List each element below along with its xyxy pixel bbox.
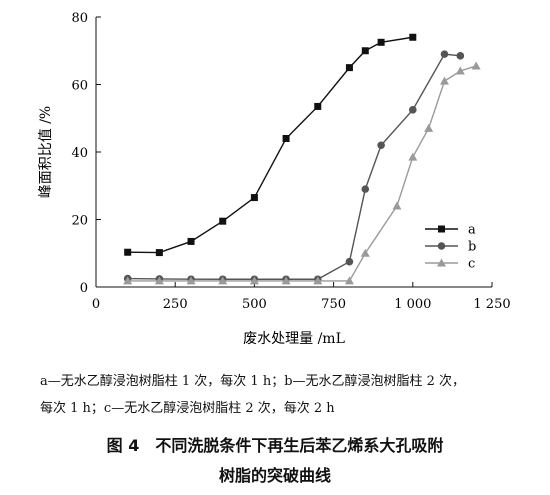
series-b-point <box>409 106 417 114</box>
y-tick-label: 60 <box>71 79 88 94</box>
series-a <box>124 33 417 257</box>
series-a-point <box>377 38 385 46</box>
series-a-point <box>282 135 290 142</box>
series-c-point <box>360 248 370 257</box>
legend-item-c: c <box>425 257 475 272</box>
series-c-point <box>455 66 465 75</box>
series-a-point <box>314 102 322 110</box>
legend-marker <box>437 258 446 267</box>
figure-caption-line-1: 图 4 不同洗脱条件下再生后苯乙烯系大孔吸附 <box>106 436 444 455</box>
series-c-point <box>186 276 196 285</box>
x-axis-label: 废水处理量 /mL <box>243 331 345 347</box>
x-tick-label: 750 <box>321 297 346 312</box>
series-b-point <box>361 185 370 193</box>
series-b-point <box>440 50 449 58</box>
series-a-point <box>155 249 163 257</box>
series-a-point <box>345 64 353 72</box>
series-c-point <box>344 276 354 285</box>
series-a-line <box>127 36 413 254</box>
figure-caption-line-2: 树脂的突破曲线 <box>218 466 331 485</box>
series-b-point <box>345 257 354 266</box>
x-tick-label: 1 000 <box>394 297 431 312</box>
series-c-point <box>281 276 291 285</box>
y-tick-label: 40 <box>71 146 88 161</box>
y-tick-label: 80 <box>71 11 88 26</box>
legend-marker <box>438 225 445 233</box>
legend-item-a: a <box>425 223 476 238</box>
series-a-point <box>219 217 227 225</box>
series-c-point <box>249 276 259 285</box>
legend-note-line-1: a—无水乙醇浸泡树脂柱 1 次，每次 1 h；b—无水乙醇浸泡树脂柱 2 次， <box>40 374 466 389</box>
series-b-point <box>456 52 465 60</box>
series-c-point <box>218 276 228 285</box>
series-c-point <box>313 276 323 285</box>
x-tick-label: 250 <box>163 297 188 312</box>
series-c-point <box>154 276 164 285</box>
series-c <box>123 61 481 285</box>
series-b <box>123 50 465 284</box>
series-b-point <box>377 141 385 150</box>
series-a-point <box>124 248 132 256</box>
series-a-point <box>361 47 369 55</box>
x-tick-label: 1 250 <box>473 297 510 312</box>
series-c-point <box>408 152 418 161</box>
y-tick-label: 20 <box>71 214 88 229</box>
series-c-point <box>471 61 481 70</box>
legend-note-line-2: 每次 1 h；c—无水乙醇浸泡树脂柱 2 次，每次 2 h <box>40 401 335 416</box>
legend-label: b <box>468 240 476 255</box>
series-c-point <box>439 76 449 85</box>
legend-label: a <box>468 223 476 238</box>
series-c-point <box>392 201 402 210</box>
legend-item-b: b <box>425 240 476 255</box>
legend-marker <box>437 242 446 250</box>
x-tick-label: 0 <box>92 297 100 312</box>
y-axis-label: 峰面积比值 /% <box>38 106 54 198</box>
series-c-line <box>127 65 477 282</box>
breakthrough-chart: 0 250 500 750 1 000 1 250 0 20 40 60 80 abc 废水处理量 … <box>38 11 511 347</box>
series-a-point <box>187 237 195 245</box>
series-c-point <box>424 123 434 132</box>
y-tick-label: 0 <box>80 281 88 296</box>
series-a-point <box>250 194 258 202</box>
series-c-point <box>123 276 133 285</box>
legend-label: c <box>468 257 475 272</box>
x-tick-label: 500 <box>242 297 267 312</box>
series-a-point <box>409 33 417 41</box>
